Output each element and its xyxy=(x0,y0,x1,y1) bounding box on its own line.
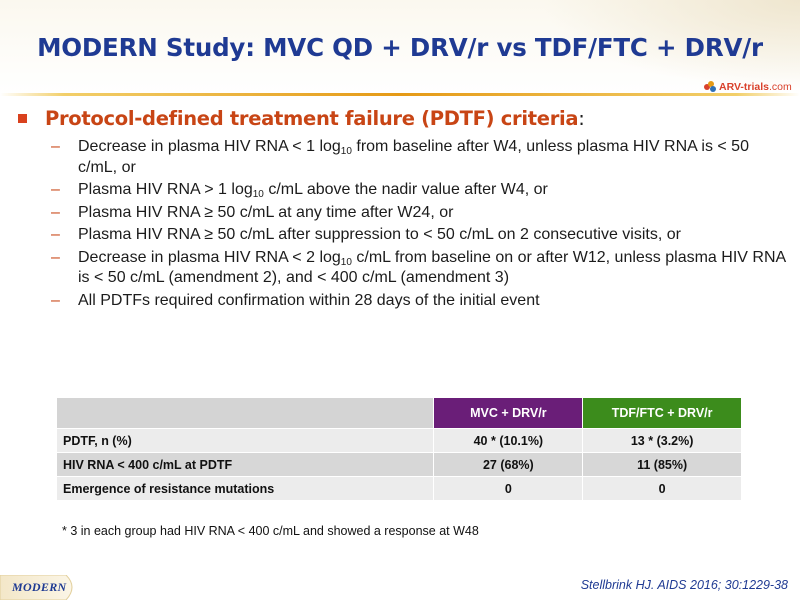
criteria-item: – Plasma HIV RNA ≥ 50 c/mL at any time af… xyxy=(51,203,786,224)
cell-mvc: 40 * (10.1%) xyxy=(433,428,584,453)
row-label: HIV RNA < 400 c/mL at PDTF xyxy=(55,452,435,477)
criteria-text: Decrease in plasma HIV RNA < 1 log xyxy=(78,138,341,155)
main-bullet: Protocol-defined treatment failure (PDTF… xyxy=(18,107,585,130)
dash-bullet-icon: – xyxy=(51,181,60,198)
criteria-item: – Decrease in plasma HIV RNA < 1 log10 fr… xyxy=(51,137,786,178)
dash-bullet-icon: – xyxy=(51,291,60,309)
criteria-item: – Decrease in plasma HIV RNA < 2 log10 c/… xyxy=(51,248,786,289)
subscript: 10 xyxy=(340,256,352,268)
table-row: PDTF, n (%) 40 * (10.1%) 13 * (3.2%) xyxy=(55,428,742,453)
dash-bullet-icon: – xyxy=(51,138,60,155)
main-bullet-label: Protocol-defined treatment failure (PDTF… xyxy=(45,107,579,130)
results-table: MVC + DRV/r TDF/FTC + DRV/r PDTF, n (%) … xyxy=(55,397,742,501)
criteria-item: – All PDTFs required confirmation within … xyxy=(51,291,786,312)
table-header-row: MVC + DRV/r TDF/FTC + DRV/r xyxy=(55,397,742,429)
dash-bullet-icon: – xyxy=(51,203,60,221)
corner-decoration xyxy=(540,0,800,90)
criteria-text: All PDTFs required confirmation within 2… xyxy=(78,291,540,309)
dash-bullet-icon: – xyxy=(51,248,60,266)
logo-circles-icon xyxy=(704,81,717,93)
main-bullet-text: Protocol-defined treatment failure (PDTF… xyxy=(45,107,585,130)
main-bullet-colon: : xyxy=(578,107,585,130)
criteria-text: Plasma HIV RNA ≥ 50 c/mL after suppressi… xyxy=(78,226,681,243)
slide-title: MODERN Study: MVC QD + DRV/r vs TDF/FTC … xyxy=(37,33,763,62)
criteria-text-cont: c/mL above the nadir value after W4, or xyxy=(263,181,548,198)
criteria-list: – Decrease in plasma HIV RNA < 1 log10 fr… xyxy=(51,137,786,313)
header-tdf: TDF/FTC + DRV/r xyxy=(582,397,742,429)
criteria-text-cont: from baseline after W4, unless plasma HI… xyxy=(78,138,749,176)
study-tag-label: MODERN xyxy=(12,580,67,594)
subscript: 10 xyxy=(252,189,264,200)
table-row: Emergence of resistance mutations 0 0 xyxy=(55,476,742,501)
header-blank-cell xyxy=(55,397,435,429)
criteria-item: – Plasma HIV RNA ≥ 50 c/mL after suppress… xyxy=(51,225,786,246)
criteria-text: Decrease in plasma HIV RNA < 2 log xyxy=(78,248,341,266)
criteria-item: – Plasma HIV RNA > 1 log10 c/mL above the… xyxy=(51,180,786,201)
arv-trials-logo: ARV-trials.com xyxy=(704,78,792,96)
dash-bullet-icon: – xyxy=(51,226,60,243)
subscript: 10 xyxy=(340,146,352,157)
row-label: Emergence of resistance mutations xyxy=(55,476,435,501)
square-bullet-icon xyxy=(18,114,27,123)
logo-brand: ARV-trials xyxy=(719,81,769,93)
criteria-text-cont: c/mL from baseline on or after W12, unle… xyxy=(78,248,786,287)
cell-tdf: 11 (85%) xyxy=(582,452,742,477)
cell-tdf: 0 xyxy=(582,476,742,501)
footnote: * 3 in each group had HIV RNA < 400 c/mL… xyxy=(62,524,479,538)
logo-text: ARV-trials.com xyxy=(719,81,792,93)
cell-tdf: 13 * (3.2%) xyxy=(582,428,742,453)
table-row: HIV RNA < 400 c/mL at PDTF 27 (68%) 11 (… xyxy=(55,452,742,477)
criteria-text: Plasma HIV RNA ≥ 50 c/mL at any time aft… xyxy=(78,203,454,221)
logo-domain: .com xyxy=(769,81,792,93)
reference-citation: Stellbrink HJ. AIDS 2016; 30:1229-38 xyxy=(580,578,788,592)
cell-mvc: 0 xyxy=(433,476,584,501)
header-mvc: MVC + DRV/r xyxy=(433,397,584,429)
cell-mvc: 27 (68%) xyxy=(433,452,584,477)
study-tag: MODERN xyxy=(0,574,78,601)
row-label: PDTF, n (%) xyxy=(55,428,435,453)
title-divider xyxy=(0,93,800,96)
criteria-text: Plasma HIV RNA > 1 log xyxy=(78,181,253,198)
